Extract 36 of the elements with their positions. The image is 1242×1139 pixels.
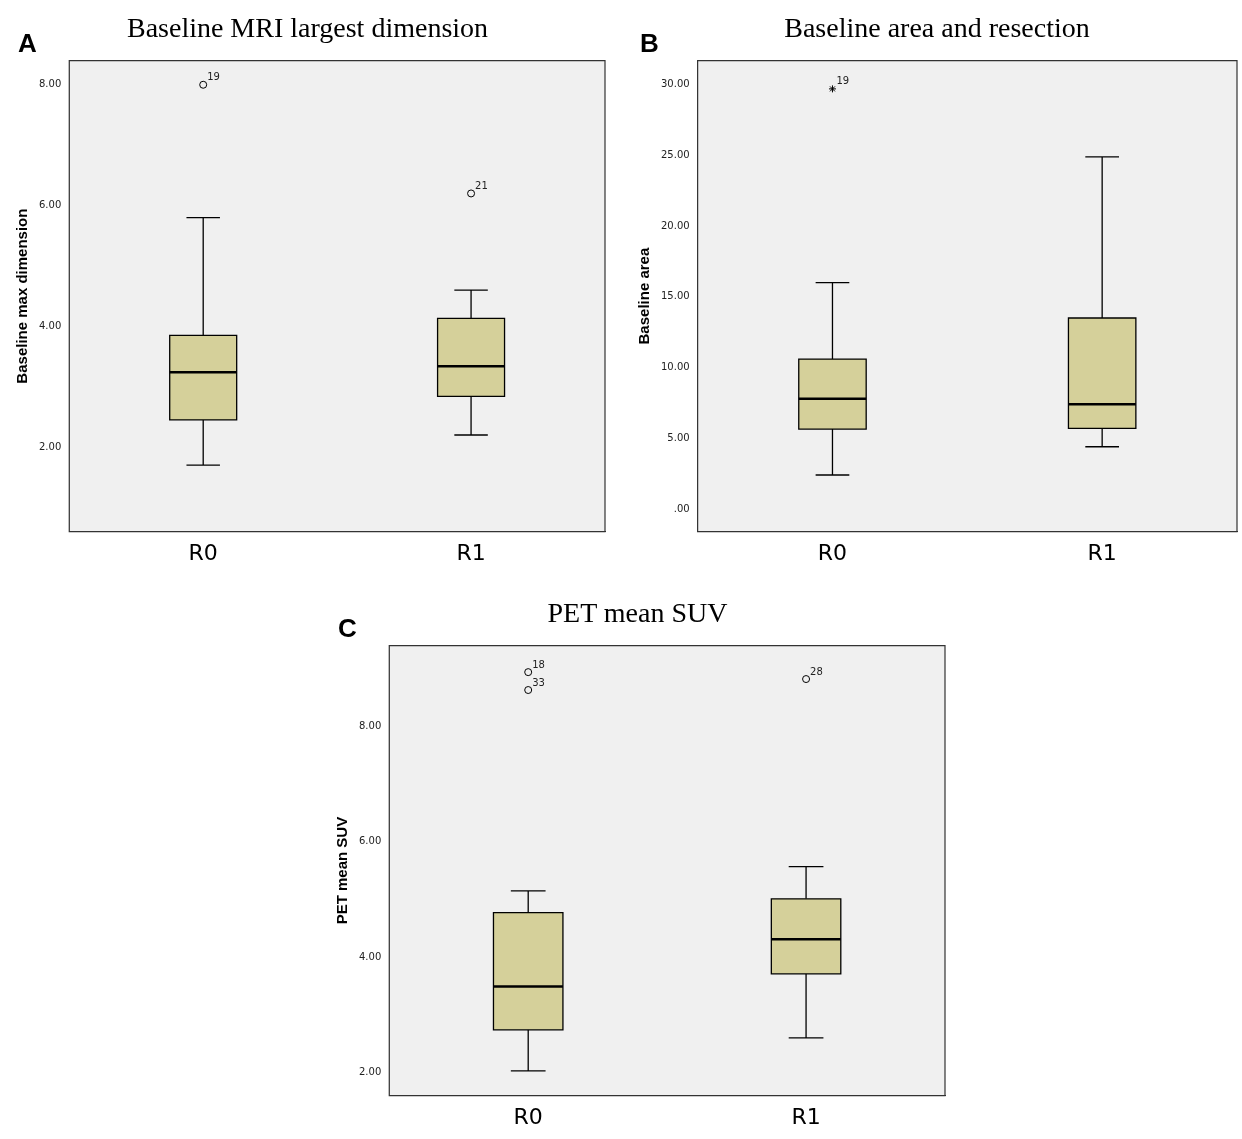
chart-title: Baseline area and resection — [784, 12, 1090, 44]
y-axis-title: Baseline max dimension — [13, 208, 31, 384]
x-tick-label: R1 — [1087, 539, 1117, 565]
y-tick-label: 6.00 — [359, 835, 382, 847]
annotation: 19 — [836, 75, 850, 87]
annotation: 19 — [207, 71, 220, 83]
chart-title: PET mean SUV — [547, 597, 728, 629]
y-tick-label: 5.00 — [667, 431, 690, 443]
y-tick-label: 25.00 — [660, 148, 690, 160]
y-axis-title: PET mean SUV — [333, 816, 351, 925]
x-tick-label: R0 — [513, 1103, 543, 1129]
text: A — [18, 28, 37, 59]
y-tick-label: 2.00 — [359, 1066, 382, 1078]
chart-title: Baseline MRI largest dimension — [126, 12, 489, 44]
x-tick-label: R1 — [456, 539, 486, 565]
y-tick-label: 4.00 — [39, 319, 62, 331]
x-tick-label: R0 — [188, 539, 218, 565]
annotation: 33 — [532, 676, 545, 688]
y-tick-label: .00 — [673, 502, 690, 514]
annotation: 18 — [532, 658, 545, 670]
y-tick-label: 6.00 — [39, 199, 62, 211]
x-tick-label: R1 — [791, 1103, 821, 1129]
y-tick-label: 30.00 — [660, 78, 690, 90]
y-axis-title: Baseline area — [635, 247, 653, 345]
annotation: 21 — [475, 180, 488, 192]
y-tick-label: 10.00 — [660, 361, 690, 373]
x-tick-label: R0 — [817, 539, 848, 565]
y-tick-label: 15.00 — [660, 290, 690, 302]
y-tick-label: 8.00 — [39, 78, 62, 90]
text: C — [338, 613, 357, 644]
y-tick-label: 4.00 — [359, 950, 382, 962]
y-tick-label: 2.00 — [39, 440, 62, 452]
y-tick-label: 8.00 — [359, 719, 382, 731]
annotation: 28 — [810, 665, 823, 677]
y-tick-label: 20.00 — [660, 219, 690, 231]
text: B — [640, 28, 659, 59]
